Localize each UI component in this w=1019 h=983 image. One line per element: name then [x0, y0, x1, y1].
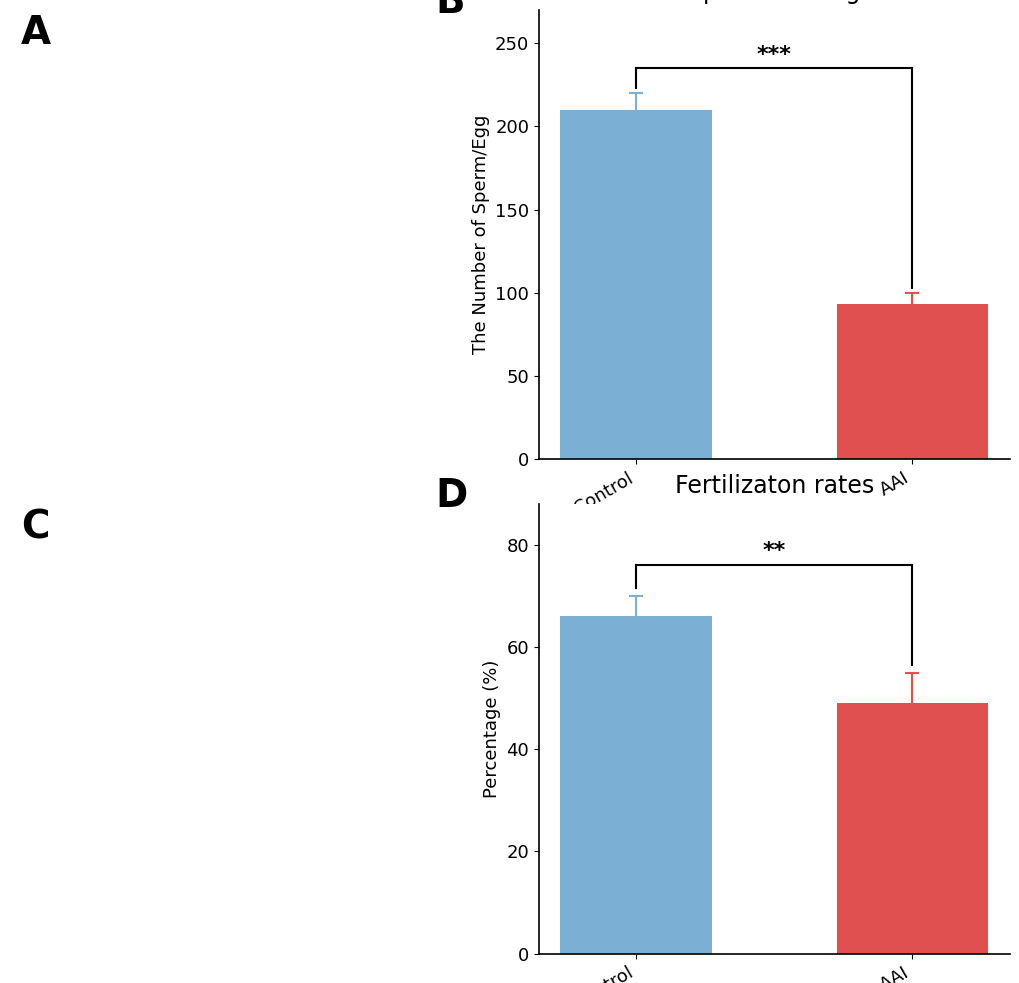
Bar: [559, 110, 711, 459]
Text: ***: ***: [756, 45, 791, 65]
Text: B: B: [435, 0, 465, 21]
Y-axis label: Percentage (%): Percentage (%): [483, 660, 500, 798]
Bar: [836, 703, 987, 954]
Text: **: **: [762, 542, 786, 561]
Y-axis label: The Number of Sperm/Egg: The Number of Sperm/Egg: [471, 115, 489, 354]
Bar: [559, 616, 711, 954]
Text: D: D: [435, 477, 468, 515]
Bar: [836, 305, 987, 459]
Text: C: C: [21, 508, 50, 547]
Text: A: A: [21, 15, 51, 52]
Title: Sperm binding: Sperm binding: [688, 0, 860, 4]
Title: Fertilizaton rates: Fertilizaton rates: [675, 474, 873, 498]
